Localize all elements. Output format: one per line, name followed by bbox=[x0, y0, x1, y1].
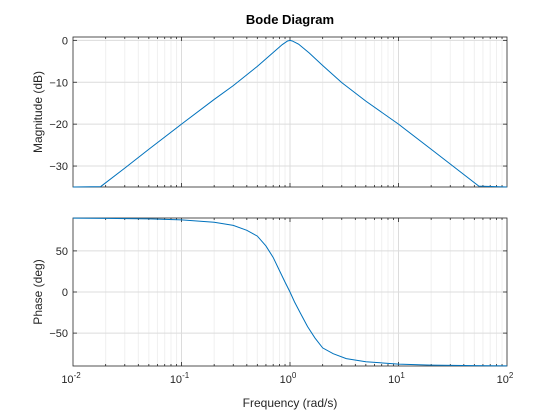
y-tick-label: 0 bbox=[62, 287, 68, 299]
x-tick-label: 10-2 bbox=[61, 371, 81, 386]
phase-grid bbox=[73, 218, 507, 366]
y-tick-label: −50 bbox=[49, 328, 68, 340]
x-tick-label: 102 bbox=[497, 371, 514, 386]
y-tick-label: −10 bbox=[49, 77, 68, 89]
chart-title: Bode Diagram bbox=[246, 12, 334, 27]
magnitude-panel: 0 −10 −20 −30 Magnitude (dB) bbox=[31, 35, 508, 188]
x-tick-labels: 10-2 10-1 100 101 102 bbox=[61, 371, 514, 386]
phase-panel: 50 0 −50 Phase (deg) bbox=[31, 217, 508, 367]
y-tick-label: 0 bbox=[62, 35, 68, 47]
magnitude-ylabel: Magnitude (dB) bbox=[31, 71, 45, 153]
x-axis-label: Frequency (rad/s) bbox=[243, 396, 338, 410]
phase-ylabel: Phase (deg) bbox=[31, 259, 45, 324]
phase-series-line bbox=[72, 217, 508, 367]
y-tick-label: −30 bbox=[49, 161, 68, 173]
y-tick-label: −20 bbox=[49, 119, 68, 131]
x-tick-label: 101 bbox=[388, 371, 405, 386]
x-tick-label: 10-1 bbox=[170, 371, 190, 386]
y-tick-label: 50 bbox=[56, 246, 68, 258]
magnitude-grid bbox=[73, 37, 507, 187]
magnitude-series-line bbox=[72, 39, 508, 188]
x-tick-label: 100 bbox=[280, 371, 297, 386]
magnitude-y-ticks: 0 −10 −20 −30 bbox=[49, 35, 507, 187]
phase-y-ticks: 50 0 −50 bbox=[49, 218, 507, 366]
